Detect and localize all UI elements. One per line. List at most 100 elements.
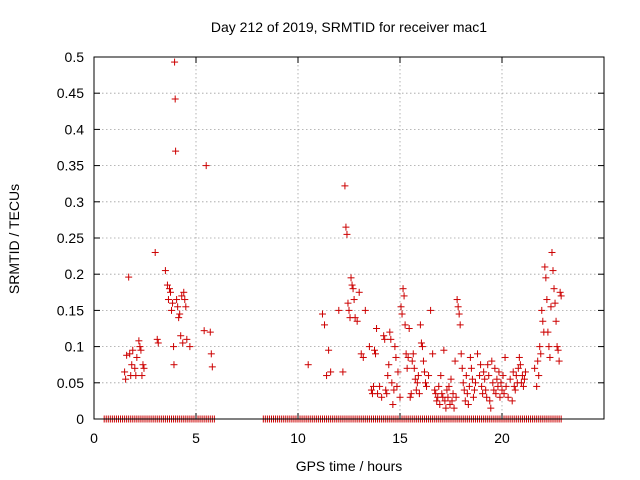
y-tick-label: 0.2: [65, 266, 85, 282]
data-point: [138, 372, 146, 380]
data-point: [467, 364, 475, 372]
data-point: [123, 351, 131, 359]
data-point: [121, 368, 129, 376]
data-point: [381, 335, 389, 343]
data-point: [514, 364, 522, 372]
data-point: [425, 372, 433, 380]
data-point: [372, 350, 380, 358]
y-tick-label: 0.15: [57, 302, 84, 318]
data-point: [325, 346, 333, 354]
data-point: [208, 363, 216, 371]
data-point: [385, 361, 393, 369]
data-point: [132, 372, 140, 380]
y-tick-label: 0.35: [57, 158, 84, 174]
data-point: [391, 343, 399, 351]
data-point: [378, 393, 386, 401]
data-point: [491, 364, 499, 372]
data-point: [446, 401, 454, 409]
data-point: [494, 382, 502, 390]
data-point: [136, 343, 144, 351]
data-point: [181, 296, 189, 304]
data-point: [351, 314, 359, 322]
data-point: [511, 386, 519, 394]
data-point: [553, 343, 561, 351]
data-point: [347, 274, 355, 282]
data-point: [167, 288, 174, 296]
x-tick-label: 10: [290, 430, 306, 446]
data-point: [546, 353, 554, 361]
data-point: [490, 386, 498, 394]
data-point: [396, 393, 404, 401]
data-point: [417, 339, 425, 347]
axis-ticks: 0 5 10 15 20 0 0.05 0.1 0.15 0.2 0.25 0.3 0.35 0.4 0.4…: [57, 49, 604, 446]
data-point: [500, 390, 508, 398]
data-point: [469, 393, 477, 401]
x-tick-label: 20: [494, 430, 510, 446]
data-point: [478, 382, 486, 390]
data-point: [321, 321, 329, 329]
data-point: [555, 357, 563, 365]
data-point: [464, 401, 472, 409]
data-point: [186, 343, 194, 351]
data-point: [207, 350, 215, 358]
data-point: [547, 303, 555, 311]
data-point: [175, 314, 183, 322]
data-point: [402, 350, 410, 358]
data-point: [369, 382, 377, 390]
data-point: [387, 335, 395, 343]
data-point: [420, 368, 428, 376]
data-point: [400, 292, 408, 300]
data-point: [380, 332, 388, 340]
x-tick-label: 0: [90, 430, 98, 446]
data-point: [367, 386, 375, 394]
data-point: [177, 332, 185, 340]
y-axis-label: SRMTID / TECUs: [6, 184, 22, 294]
data-point: [432, 390, 440, 398]
data-point: [429, 350, 437, 358]
data-point: [531, 364, 539, 372]
data-point: [161, 267, 169, 275]
data-point: [449, 390, 457, 398]
y-tick-label: 0.4: [65, 121, 85, 137]
data-point: [520, 375, 528, 383]
x-tick-label: 15: [392, 430, 408, 446]
data-point: [348, 281, 356, 289]
data-point: [154, 339, 162, 347]
data-point: [406, 393, 414, 401]
data-point: [171, 95, 179, 103]
data-point: [404, 353, 412, 361]
data-point: [504, 393, 512, 401]
data-point: [414, 372, 422, 380]
data-point: [176, 310, 184, 318]
data-point: [545, 343, 553, 351]
data-point: [327, 368, 335, 376]
data-point: [357, 350, 365, 358]
data-point: [448, 397, 456, 405]
data-point: [133, 353, 141, 361]
data-point: [388, 379, 396, 387]
data-point: [371, 346, 378, 354]
data-point: [539, 317, 547, 325]
data-point: [318, 310, 326, 318]
data-point: [509, 368, 517, 376]
data-point: [376, 382, 384, 390]
data-point: [341, 182, 349, 190]
data-point: [171, 58, 179, 66]
data-point: [445, 382, 453, 390]
data-point: [512, 372, 520, 380]
data-point: [516, 361, 524, 369]
data-point: [536, 343, 544, 351]
data-point: [468, 375, 476, 383]
data-point: [465, 382, 473, 390]
data-point: [453, 296, 461, 304]
data-point: [450, 404, 458, 412]
data-point: [343, 230, 351, 238]
data-point: [499, 372, 507, 380]
data-point: [462, 372, 470, 380]
data-point: [541, 263, 549, 271]
data-point: [480, 368, 488, 376]
data-point: [393, 382, 401, 390]
data-point: [164, 296, 172, 304]
data-point: [485, 372, 493, 380]
